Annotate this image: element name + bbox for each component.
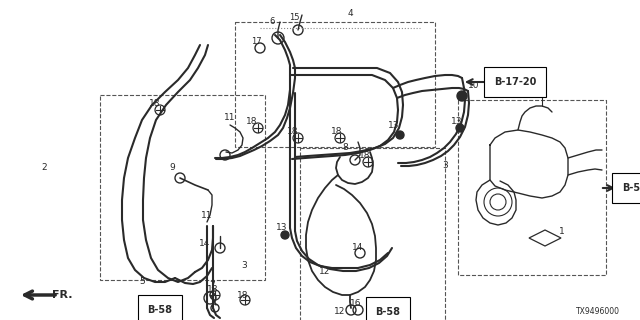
- Text: 13: 13: [388, 122, 400, 131]
- Circle shape: [281, 231, 289, 239]
- Text: 15: 15: [289, 13, 300, 22]
- Text: 12: 12: [319, 268, 331, 276]
- Text: 11: 11: [201, 211, 212, 220]
- Text: B-58: B-58: [147, 305, 173, 315]
- Circle shape: [456, 124, 464, 132]
- Text: 18: 18: [207, 285, 219, 294]
- Text: B-17-20: B-17-20: [494, 77, 536, 87]
- Text: 14: 14: [199, 239, 211, 249]
- Circle shape: [457, 91, 467, 101]
- Text: 2: 2: [41, 164, 47, 172]
- Text: 6: 6: [269, 18, 275, 27]
- Text: FR.: FR.: [52, 290, 72, 300]
- Text: 10: 10: [468, 82, 480, 91]
- Text: 7: 7: [209, 281, 215, 290]
- Circle shape: [396, 131, 404, 139]
- Text: 11: 11: [224, 114, 236, 123]
- Text: 17: 17: [251, 37, 261, 46]
- Text: 9: 9: [169, 164, 175, 172]
- Text: 14: 14: [352, 244, 364, 252]
- Text: 12: 12: [334, 308, 346, 316]
- Text: 8: 8: [342, 143, 348, 153]
- Bar: [300, 148, 445, 320]
- Text: 18: 18: [287, 127, 299, 137]
- Text: 13: 13: [451, 117, 463, 126]
- Text: TX9496000: TX9496000: [576, 308, 620, 316]
- Text: 18: 18: [332, 127, 343, 137]
- Text: B-57: B-57: [622, 183, 640, 193]
- Text: 5: 5: [139, 277, 145, 286]
- Text: 13: 13: [276, 223, 288, 233]
- Bar: [458, 100, 606, 275]
- Text: B-58: B-58: [376, 307, 401, 317]
- Text: 18: 18: [149, 100, 161, 108]
- Text: 3: 3: [442, 161, 448, 170]
- Text: 16: 16: [350, 300, 362, 308]
- Text: 4: 4: [347, 10, 353, 19]
- Bar: [100, 95, 265, 280]
- Bar: [235, 22, 435, 147]
- Text: 1: 1: [559, 228, 565, 236]
- Text: 18: 18: [237, 292, 249, 300]
- Text: 18: 18: [359, 151, 371, 161]
- Text: 3: 3: [241, 260, 247, 269]
- Text: 18: 18: [246, 117, 258, 126]
